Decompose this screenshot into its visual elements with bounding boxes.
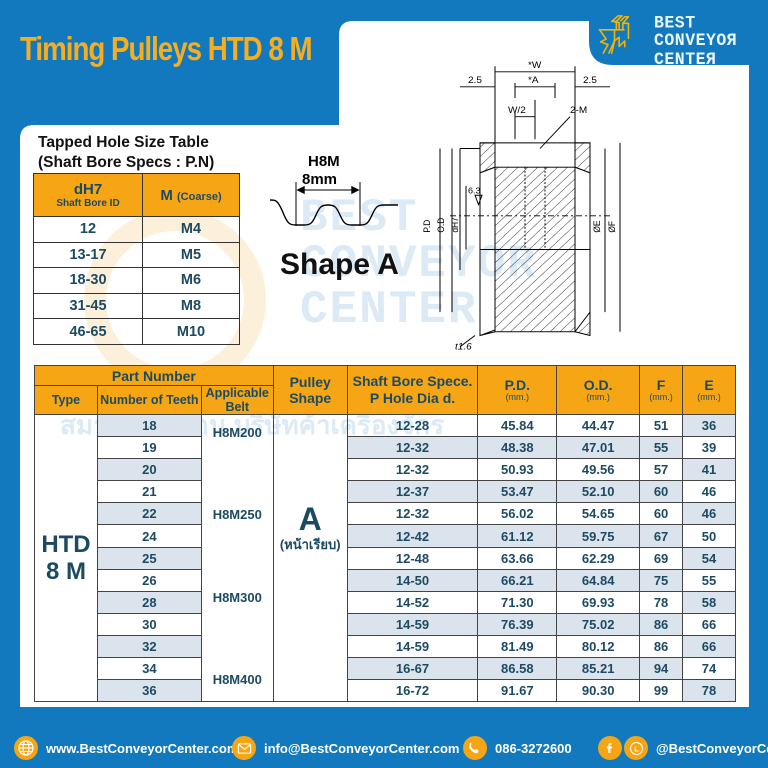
svg-text:W/2: W/2	[508, 105, 526, 116]
svg-text:H8M: H8M	[308, 153, 340, 170]
svg-text:6.3: 6.3	[468, 186, 481, 196]
svg-text:P.D: P.D	[422, 220, 432, 233]
svg-text:2-M: 2-M	[570, 105, 587, 116]
svg-text:*A: *A	[528, 75, 539, 86]
svg-text:ØF: ØF	[607, 221, 617, 233]
svg-text:2.5: 2.5	[583, 75, 597, 86]
svg-text:ØE: ØE	[592, 220, 602, 232]
svg-text:8mm: 8mm	[302, 171, 337, 188]
svg-text:*W: *W	[528, 60, 542, 71]
svg-text:L: L	[634, 744, 639, 753]
svg-text:dH7: dH7	[450, 217, 460, 233]
svg-text:2.5: 2.5	[468, 75, 482, 86]
svg-text:O.D: O.D	[436, 218, 446, 233]
